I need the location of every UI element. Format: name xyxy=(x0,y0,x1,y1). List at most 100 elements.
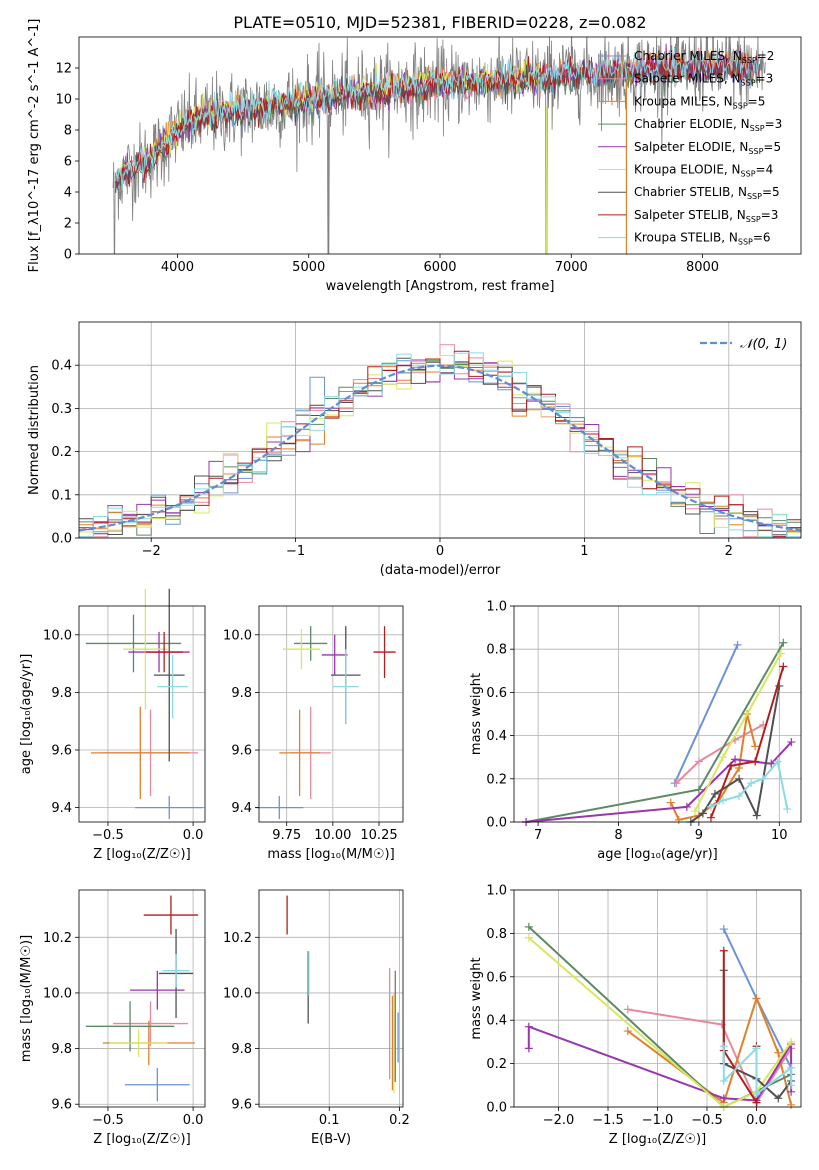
x-tick-label: 8000 xyxy=(686,260,719,275)
y-tick-label: 9.8 xyxy=(51,1042,72,1057)
age-vs-mass-axes: 9.75 10.00 10.25 9.4 9.6 9.8 10.0 mass [log₁₀(M… xyxy=(223,605,404,862)
plus-marker xyxy=(751,742,760,751)
x-tick-label: −1.5 xyxy=(592,1113,624,1128)
series-line xyxy=(528,936,792,1109)
residuals-plot xyxy=(78,344,802,538)
age-vs-mass-errorbars xyxy=(255,626,396,820)
legend-label: Salpeter MILES, NSSP=3 xyxy=(634,72,773,88)
x-tick-label: −0.5 xyxy=(92,1113,124,1128)
model-spectrum xyxy=(115,53,760,187)
model-spectrum xyxy=(115,47,760,191)
plus-marker xyxy=(623,1027,632,1036)
plus-marker xyxy=(735,792,744,801)
mass-weight-vs-z-axes: −2.0 −1.5 −1.0 −0.5 0.0 0.0 0.2 0.4 0.6 0.8 1.0 Z [… xyxy=(469,884,802,1147)
y-tick-label: 9.8 xyxy=(231,1042,252,1057)
residuals-legend: 𝒩(0, 1) xyxy=(700,337,787,352)
mass-vs-z-plot xyxy=(85,895,199,1102)
age-vs-z-grid xyxy=(79,606,205,822)
mass-vs-z-ylabel: mass [log₁₀(M/M☉)] xyxy=(19,935,34,1062)
plus-marker xyxy=(694,785,703,794)
y-tick-label: 10.0 xyxy=(223,628,252,643)
plus-marker xyxy=(733,640,742,649)
data-point xyxy=(279,709,320,797)
y-tick-label: 10.0 xyxy=(223,986,252,1001)
series xyxy=(706,662,788,822)
spectrum-panel: 4000 5000 6000 7000 8000 0 2 4 6 8 10 12 wavelength … xyxy=(27,19,802,294)
y-tick-label: 9.6 xyxy=(231,744,252,759)
data-point xyxy=(85,614,182,673)
plus-marker xyxy=(774,1094,783,1103)
x-tick-label: 5000 xyxy=(292,260,325,275)
data-point xyxy=(113,1001,188,1046)
x-tick-label: 0.0 xyxy=(183,1113,204,1128)
figure-title: PLATE=0510, MJD=52381, FIBERID=0228, z=0… xyxy=(233,13,646,32)
residuals-xlabel: (data-model)/error xyxy=(380,563,501,578)
plus-marker xyxy=(747,779,756,788)
x-tick-label: 7 xyxy=(534,828,542,843)
data-point xyxy=(294,626,328,661)
plus-marker xyxy=(735,774,744,783)
mass-weight-vs-z-ylabel: mass weight xyxy=(469,957,484,1039)
plus-marker xyxy=(787,1100,796,1109)
data-point xyxy=(109,1029,168,1057)
mass-vs-z-frame xyxy=(78,889,206,1108)
plus-marker xyxy=(719,796,728,805)
legend-label: Kroupa MILES, NSSP=5 xyxy=(634,94,765,110)
plus-marker xyxy=(779,638,788,647)
x-tick-label: −0.5 xyxy=(691,1113,723,1128)
y-tick-label: 10 xyxy=(55,93,72,108)
x-tick-label: −1.0 xyxy=(642,1113,674,1128)
x-tick-label: 7000 xyxy=(555,260,588,275)
x-tick-label: 0 xyxy=(436,544,444,559)
series xyxy=(522,638,788,826)
plus-marker xyxy=(752,994,761,1003)
age-vs-z-plot xyxy=(85,588,204,820)
x-tick-label: 0.0 xyxy=(746,1113,767,1128)
plus-marker xyxy=(524,922,533,931)
x-tick-label: −2 xyxy=(142,544,161,559)
mass-vs-z-axes: −0.5 0.0 9.6 9.8 10.0 10.2 Z [log₁₀(Z/Z☉)] mass… xyxy=(19,889,206,1147)
x-tick-label: 8 xyxy=(614,828,622,843)
spectrum-legend: Chabrier MILES, NSSP=2 Salpeter MILES, NS… xyxy=(598,49,782,247)
spectrum-plot xyxy=(112,37,766,254)
mass-weight-vs-age-xlabel: age [log₁₀(age/yr)] xyxy=(597,847,718,862)
spectrum-xlabel: wavelength [Angstrom, rest frame] xyxy=(326,279,555,294)
plus-marker xyxy=(690,807,699,816)
y-tick-label: 0.6 xyxy=(486,686,507,701)
y-tick-label: 6 xyxy=(64,155,72,170)
y-tick-label: 0.8 xyxy=(486,927,507,942)
plus-marker xyxy=(779,662,788,671)
x-tick-label: 0.2 xyxy=(389,1113,410,1128)
plus-marker xyxy=(719,946,728,955)
y-tick-label: 10.0 xyxy=(43,628,72,643)
mass-weight-vs-z-xlabel: Z [log₁₀(Z/Z☉)] xyxy=(609,1132,706,1147)
normal-curve xyxy=(78,364,802,532)
data-point xyxy=(162,953,190,988)
age-vs-z-xlabel: Z [log₁₀(Z/Z☉)] xyxy=(93,847,190,862)
plus-marker xyxy=(727,761,736,770)
mass-vs-ebv-panel: 0.1 0.2 9.6 9.8 10.0 10.2 E(B-V) xyxy=(223,889,410,1147)
age-vs-mass-plot xyxy=(255,626,396,820)
y-tick-label: 9.6 xyxy=(51,1098,72,1113)
plus-marker xyxy=(752,1089,761,1098)
y-tick-label: 8 xyxy=(64,124,72,139)
y-tick-label: 10.0 xyxy=(43,986,72,1001)
x-tick-label: 10.25 xyxy=(360,828,397,843)
plus-marker xyxy=(682,802,691,811)
plus-marker xyxy=(773,757,782,766)
x-tick-label: −1 xyxy=(286,544,305,559)
plus-marker xyxy=(524,1044,533,1053)
mass-weight-vs-z-panel: −2.0 −1.5 −1.0 −0.5 0.0 0.0 0.2 0.4 0.6 0.8 1.0 Z [… xyxy=(469,884,802,1147)
plus-marker xyxy=(719,1094,728,1103)
data-point xyxy=(135,796,204,820)
mass-vs-ebv-plot xyxy=(286,895,399,1094)
data-point xyxy=(90,706,190,799)
mass-vs-ebv-grid xyxy=(259,890,403,1107)
x-tick-label: 10 xyxy=(771,828,788,843)
mass-weight-vs-age-ylabel: mass weight xyxy=(469,673,484,755)
mass-weight-vs-age-frame xyxy=(513,605,802,823)
series xyxy=(690,649,785,816)
plus-marker xyxy=(751,757,760,766)
plus-marker xyxy=(524,933,533,942)
